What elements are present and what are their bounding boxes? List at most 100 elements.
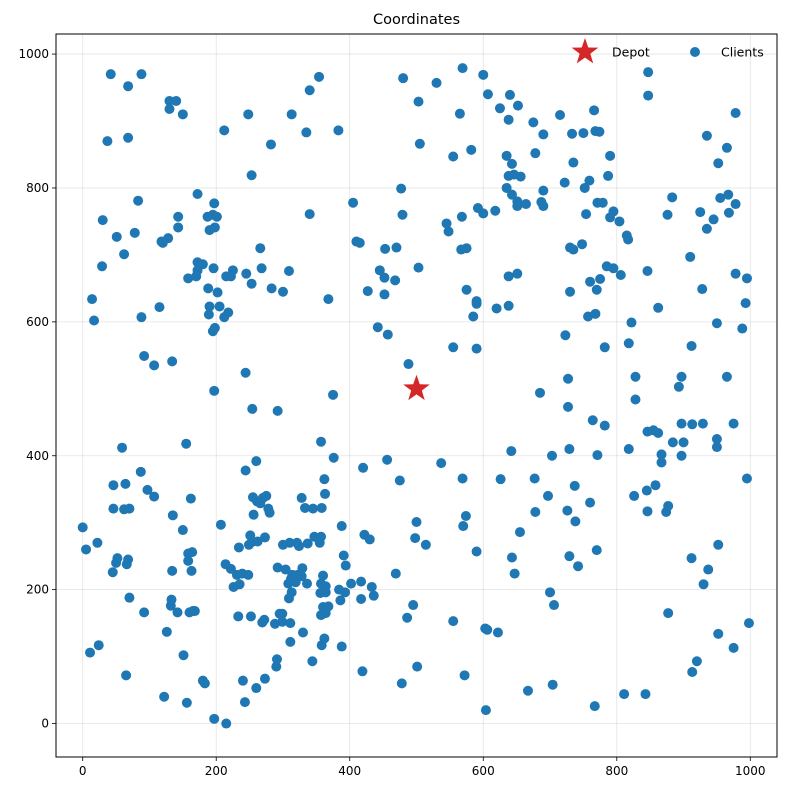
client-point (584, 175, 595, 186)
client-point (503, 271, 514, 282)
client-point (93, 640, 104, 651)
client-point (207, 326, 218, 337)
client-point (255, 243, 266, 254)
client-point (623, 338, 634, 349)
client-point (642, 506, 653, 517)
client-point (642, 265, 653, 276)
client-point (372, 322, 383, 333)
client-point (491, 303, 502, 314)
depot-point (403, 374, 430, 401)
client-point (149, 491, 160, 502)
client-point (335, 595, 346, 606)
client-point (713, 539, 724, 550)
client-point (538, 129, 549, 140)
client-point (460, 511, 471, 521)
client-point (619, 689, 630, 700)
client-point (403, 359, 414, 370)
client-point (501, 150, 512, 161)
client-point (740, 298, 751, 309)
client-point (695, 207, 706, 218)
client-point (328, 389, 339, 400)
client-point (298, 627, 309, 638)
client-point (673, 381, 684, 392)
client-point (243, 109, 254, 120)
client-point (528, 117, 539, 128)
client-point (577, 239, 588, 250)
client-point (380, 243, 391, 254)
client-point (243, 569, 254, 580)
client-point (567, 128, 578, 139)
x-tick-label: 0 (79, 764, 87, 778)
client-point (495, 474, 506, 485)
client-point (271, 654, 282, 665)
client-point (697, 418, 708, 429)
client-point (448, 151, 459, 162)
client-point (608, 263, 619, 274)
client-point (599, 342, 610, 353)
client-point (266, 283, 277, 294)
client-point (245, 530, 256, 541)
client-point (241, 268, 252, 279)
client-point (159, 691, 170, 702)
y-tick-label: 1000 (18, 47, 49, 61)
client-point (283, 593, 294, 604)
client-point (316, 502, 327, 513)
client-point (543, 490, 554, 501)
client-point (721, 142, 732, 153)
client-point (81, 544, 92, 555)
client-point (591, 545, 602, 556)
client-point (676, 450, 687, 461)
client-point (136, 312, 147, 323)
client-point (237, 675, 248, 686)
client-point (171, 95, 182, 106)
client-point (187, 547, 198, 558)
client-point (564, 444, 575, 455)
client-point (408, 600, 419, 611)
client-point (382, 329, 393, 340)
client-point (225, 271, 236, 282)
client-point (730, 268, 741, 279)
client-point (663, 608, 674, 619)
client-point (304, 209, 315, 220)
client-point (142, 484, 153, 495)
client-point (457, 473, 468, 484)
client-point (277, 608, 288, 619)
client-point (595, 274, 606, 285)
client-point (643, 67, 654, 78)
x-tick-label: 200 (205, 764, 228, 778)
client-point (185, 493, 196, 504)
client-point (391, 242, 402, 253)
client-point (472, 203, 483, 214)
chart-title: Coordinates (373, 12, 460, 28)
client-point (233, 542, 244, 553)
client-point (723, 207, 734, 218)
client-point (506, 552, 517, 563)
client-point (108, 503, 119, 514)
client-point (199, 678, 210, 689)
client-point (379, 272, 390, 283)
client-point (506, 158, 517, 169)
client-point (713, 158, 724, 169)
client-point (570, 516, 581, 527)
client-point (247, 492, 258, 503)
legend: Depot Clients (571, 38, 764, 64)
x-tick-label: 1000 (735, 764, 766, 778)
client-point (167, 565, 178, 576)
client-point (697, 284, 708, 295)
axis-ticks: 0 200 400 600 800 1000 0 200 400 600 800 1000 (18, 47, 765, 778)
client-point (614, 216, 625, 227)
client-point (320, 587, 331, 598)
client-point (662, 209, 673, 220)
client-point (97, 261, 108, 272)
client-point (346, 578, 357, 589)
client-point (259, 673, 270, 684)
client-point (124, 592, 135, 603)
client-point (715, 193, 726, 204)
client-point (139, 351, 150, 362)
client-point (354, 237, 365, 248)
client-point (181, 438, 192, 449)
client-point (691, 656, 702, 667)
client-point (89, 315, 100, 326)
client-point (563, 373, 574, 384)
client-point (214, 301, 225, 312)
